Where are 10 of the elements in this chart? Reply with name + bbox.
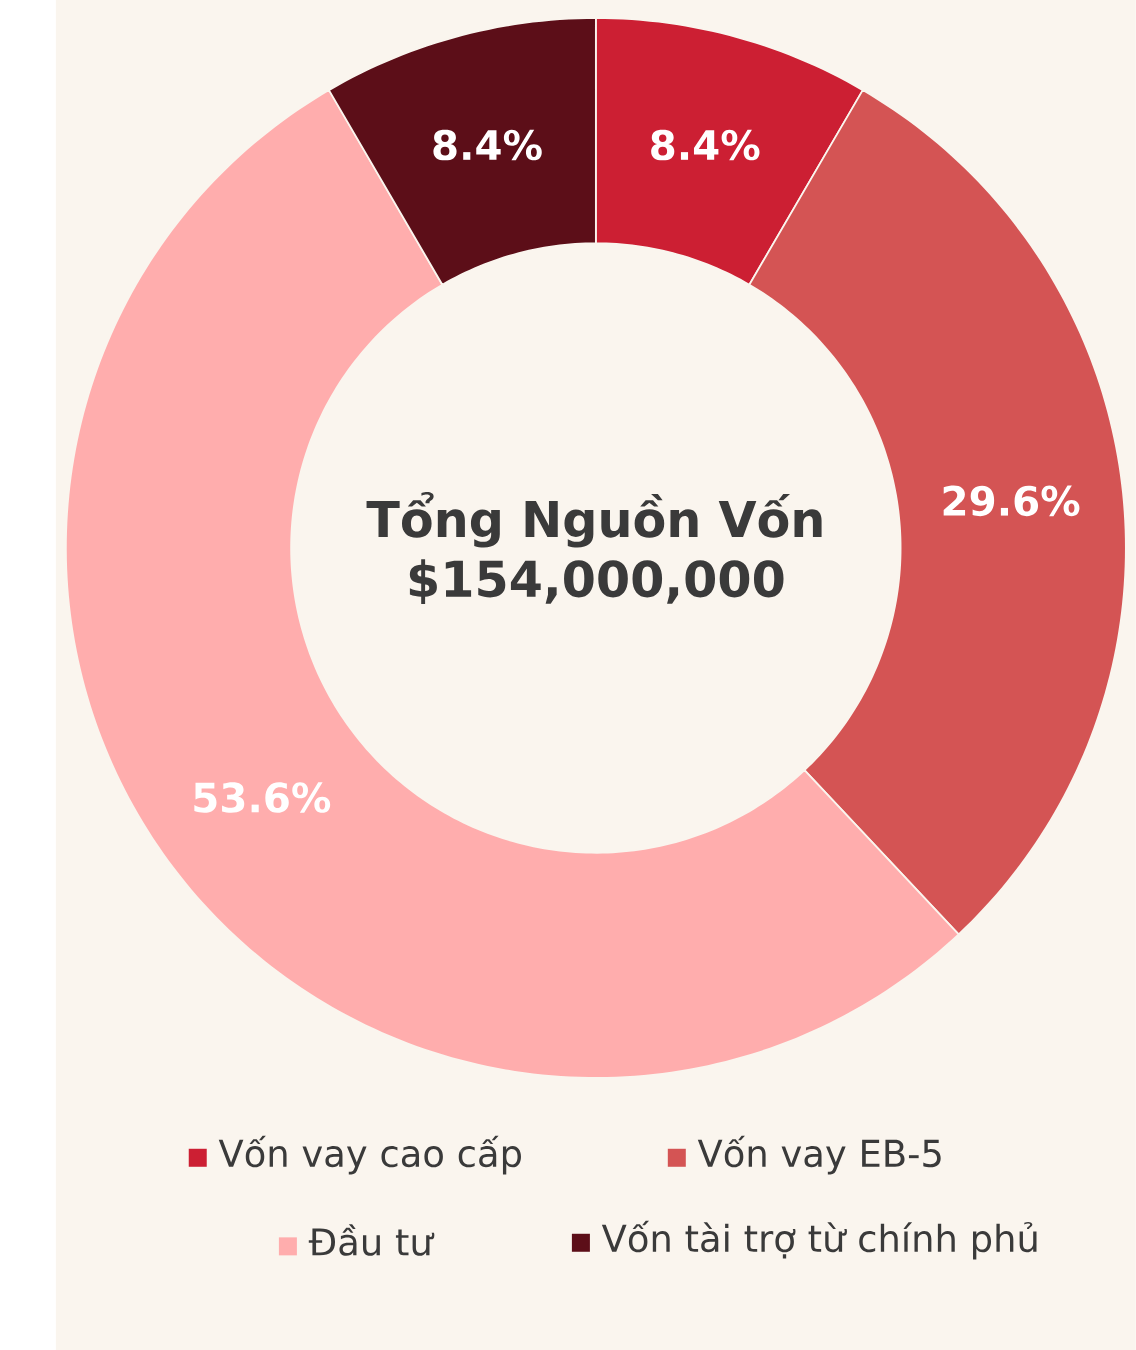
legend-label: Vốn vay cao cấp [218,1135,522,1175]
data-label: 8.4% [433,129,542,161]
data-label: 29.6% [943,485,1080,517]
legend-label: Vốn tài trợ từ chính phủ [601,1220,1037,1260]
legend-label: Vốn vay EB-5 [697,1135,941,1175]
legend-label: Đầu tư [308,1224,435,1256]
data-label: 53.6% [194,782,331,813]
text: $154,000,000 [409,559,784,604]
data-label: 8.4% [651,129,760,161]
text: Tổng Nguồn Vốn [366,492,822,548]
